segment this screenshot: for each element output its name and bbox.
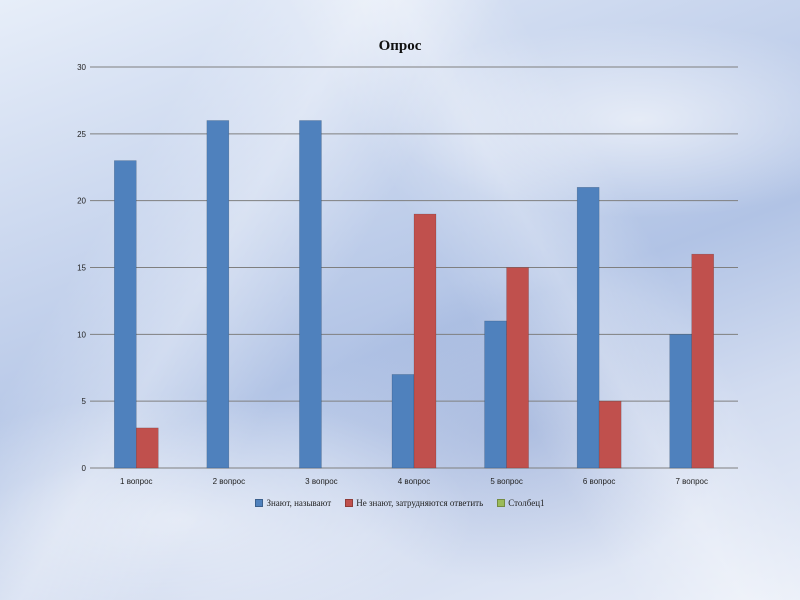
bar-series-1-5 bbox=[484, 320, 507, 469]
legend-label-series-2: Не знают, затрудняются ответить bbox=[356, 498, 484, 508]
y-tick-label: 25 bbox=[77, 130, 86, 139]
y-tick-label: 0 bbox=[82, 464, 87, 473]
x-tick-label: 1 вопрос bbox=[120, 477, 153, 486]
x-tick-label: 3 вопрос bbox=[305, 477, 338, 486]
bar-series-1-6 bbox=[576, 187, 600, 469]
x-tick-label: 6 вопрос bbox=[583, 477, 616, 486]
bar-series-1-4 bbox=[391, 374, 415, 469]
legend: Знают, называют Не знают, затрудняются о… bbox=[0, 498, 800, 508]
legend-item-series-3: Столбец1 bbox=[497, 498, 545, 508]
x-axis-ticks: 1 вопрос 2 вопрос 3 вопрос 4 вопрос 5 вопрос… bbox=[120, 477, 708, 486]
bar-series-2-7 bbox=[691, 253, 714, 469]
x-tick-label: 7 вопрос bbox=[675, 477, 708, 486]
x-tick-label: 2 вопрос bbox=[213, 477, 246, 486]
bar-series-2-6 bbox=[598, 400, 622, 469]
bar-series-2-1 bbox=[136, 427, 159, 469]
bar-series-1-2 bbox=[206, 120, 230, 469]
legend-swatch-series-2 bbox=[345, 499, 354, 507]
legend-item-series-1: Знают, называют bbox=[255, 498, 331, 508]
legend-swatch-series-1 bbox=[255, 499, 264, 507]
bar-series-1-3 bbox=[299, 120, 322, 469]
legend-item-series-2: Не знают, затрудняются ответить bbox=[345, 498, 483, 508]
bar-series-2-4 bbox=[413, 213, 437, 469]
x-tick-label: 4 вопрос bbox=[398, 477, 431, 486]
legend-swatch-series-3 bbox=[497, 499, 506, 507]
bars bbox=[114, 120, 714, 469]
y-axis-ticks: 0 5 10 15 20 25 30 bbox=[77, 63, 86, 473]
y-tick-label: 5 bbox=[82, 397, 87, 406]
legend-label-series-1: Знают, называют bbox=[266, 498, 332, 508]
y-tick-label: 20 bbox=[77, 197, 86, 206]
y-tick-label: 30 bbox=[77, 63, 86, 72]
x-tick-label: 5 вопрос bbox=[490, 477, 523, 486]
y-tick-label: 15 bbox=[77, 264, 86, 273]
bar-series-1-1 bbox=[114, 160, 137, 469]
bar-series-1-7 bbox=[669, 334, 692, 469]
legend-label-series-3: Столбец1 bbox=[508, 498, 545, 508]
y-tick-label: 10 bbox=[77, 330, 86, 339]
bar-series-2-5 bbox=[506, 267, 529, 469]
chart-title: Опрос bbox=[378, 38, 422, 54]
